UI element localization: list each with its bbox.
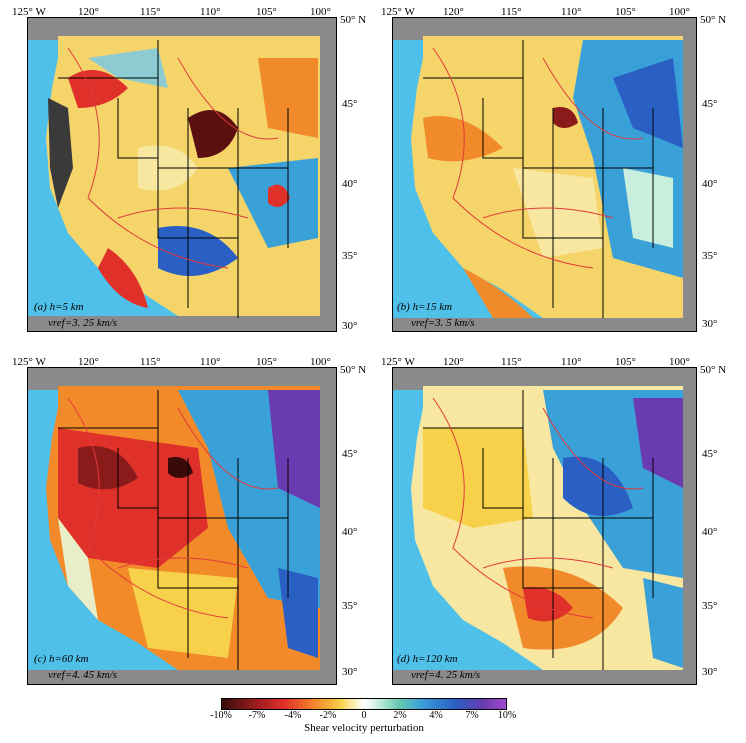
colorbar bbox=[221, 698, 507, 710]
lon-label-105: 105° bbox=[256, 6, 277, 18]
panel-d: 125° W 120° 115° 110° 105° 100° 50° N 45… bbox=[373, 350, 746, 690]
lat-label-40: 40° bbox=[342, 178, 358, 190]
map-a-graphic bbox=[28, 18, 336, 331]
lon-label-120: 120° bbox=[443, 356, 464, 368]
lon-label-120: 120° bbox=[78, 6, 99, 18]
colorbar-tick: -4% bbox=[284, 710, 302, 721]
colorbar-tick: -2% bbox=[319, 710, 337, 721]
lat-label-40: 40° bbox=[342, 526, 358, 538]
colorbar-tick: 0 bbox=[361, 710, 367, 721]
lat-label-45: 45° bbox=[702, 98, 718, 110]
map-a bbox=[27, 17, 337, 332]
panel-b: 125° W 120° 115° 110° 105° 100° 50° N 45… bbox=[373, 0, 746, 350]
colorbar-tick: -7% bbox=[248, 710, 266, 721]
colorbar-tick: 7% bbox=[465, 710, 479, 721]
lat-label-30: 30° bbox=[342, 320, 358, 332]
lat-label-35: 35° bbox=[342, 250, 358, 262]
lon-label-125w: 125° W bbox=[381, 6, 415, 18]
lat-label-30: 30° bbox=[342, 666, 358, 678]
lon-label-100: 100° bbox=[310, 356, 331, 368]
lat-label-45: 45° bbox=[702, 448, 718, 460]
caption-a-vref: vref=3. 25 km/s bbox=[48, 317, 118, 329]
lon-label-115: 115° bbox=[140, 356, 161, 368]
lon-label-110: 110° bbox=[561, 6, 582, 18]
lat-label-30: 30° bbox=[702, 666, 718, 678]
lon-label-100: 100° bbox=[669, 356, 690, 368]
colorbar-tick: 2% bbox=[393, 710, 407, 721]
lon-label-105: 105° bbox=[256, 356, 277, 368]
caption-d-vref: vref=4. 25 km/s bbox=[411, 669, 481, 681]
lon-label-125w: 125° W bbox=[381, 356, 415, 368]
lat-label-50n: 50° N bbox=[700, 364, 727, 376]
lon-label-115: 115° bbox=[501, 6, 522, 18]
lon-label-110: 110° bbox=[200, 6, 221, 18]
colorbar-tick: 10% bbox=[497, 710, 517, 721]
lat-label-45: 45° bbox=[342, 98, 358, 110]
lon-label-115: 115° bbox=[501, 356, 522, 368]
lat-label-45: 45° bbox=[342, 448, 358, 460]
caption-a-depth: (a) h=5 km bbox=[34, 301, 84, 313]
lon-label-125w: 125° W bbox=[12, 6, 46, 18]
lon-label-125w: 125° W bbox=[12, 356, 46, 368]
lon-label-110: 110° bbox=[200, 356, 221, 368]
lon-label-100: 100° bbox=[669, 6, 690, 18]
map-c bbox=[27, 367, 337, 685]
map-b-graphic bbox=[393, 18, 696, 331]
lon-label-120: 120° bbox=[78, 356, 99, 368]
lon-label-105: 105° bbox=[615, 356, 636, 368]
lat-label-50n: 50° N bbox=[340, 364, 367, 376]
map-d bbox=[392, 367, 697, 685]
caption-c-depth: (c) h=60 km bbox=[34, 653, 89, 665]
map-d-graphic bbox=[393, 368, 696, 684]
map-b bbox=[392, 17, 697, 332]
lat-label-35: 35° bbox=[702, 250, 718, 262]
lat-label-50n: 50° N bbox=[340, 14, 367, 26]
colorbar-tick: -10% bbox=[210, 710, 232, 721]
caption-c-vref: vref=4. 45 km/s bbox=[48, 669, 118, 681]
lat-label-50n: 50° N bbox=[700, 14, 727, 26]
lon-label-105: 105° bbox=[615, 6, 636, 18]
caption-b-depth: (b) h=15 km bbox=[397, 301, 453, 313]
lat-label-40: 40° bbox=[702, 526, 718, 538]
lon-label-110: 110° bbox=[561, 356, 582, 368]
lon-label-120: 120° bbox=[443, 6, 464, 18]
caption-b-vref: vref=3. 5 km/s bbox=[411, 317, 475, 329]
panel-c: 125° W 120° 115° 110° 105° 100° 50° N 45… bbox=[0, 350, 373, 690]
lat-label-30: 30° bbox=[702, 318, 718, 330]
lon-label-115: 115° bbox=[140, 6, 161, 18]
lon-label-100: 100° bbox=[310, 6, 331, 18]
lat-label-40: 40° bbox=[702, 178, 718, 190]
lat-label-35: 35° bbox=[702, 600, 718, 612]
map-c-graphic bbox=[28, 368, 336, 684]
caption-d-depth: (d) h=120 km bbox=[397, 653, 458, 665]
colorbar-tick: 4% bbox=[429, 710, 443, 721]
lat-label-35: 35° bbox=[342, 600, 358, 612]
colorbar-title: Shear velocity perturbation bbox=[304, 722, 424, 734]
panel-a: 125° W 120° 115° 110° 105° 100° 50° N 45… bbox=[0, 0, 373, 350]
